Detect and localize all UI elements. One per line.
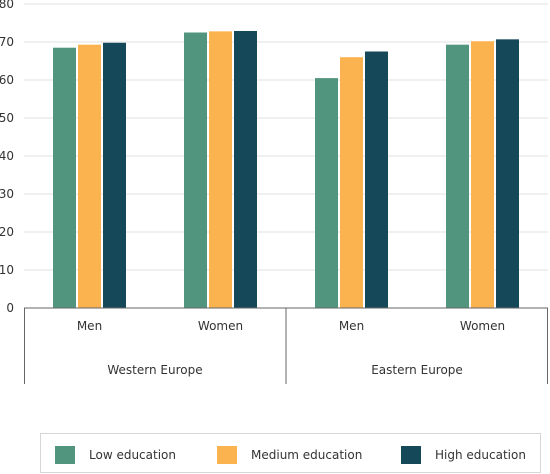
x-category-label: Men: [77, 319, 102, 333]
bar: [315, 78, 338, 308]
y-tick-label: 60: [0, 73, 14, 87]
y-tick-label: 50: [0, 111, 14, 125]
legend-item-high: High education: [401, 446, 526, 464]
legend-swatch-medium: [217, 446, 237, 464]
legend-item-medium: Medium education: [217, 446, 362, 464]
y-tick-label: 70: [0, 35, 14, 49]
bar: [340, 57, 363, 309]
y-tick-label: 30: [0, 187, 14, 201]
legend: Low education Medium education High educ…: [40, 433, 541, 473]
legend-swatch-high: [401, 446, 421, 464]
legend-label-high: High education: [435, 448, 526, 462]
y-tick-label: 80: [0, 0, 14, 11]
bar: [184, 32, 207, 308]
bars: [53, 30, 519, 309]
legend-swatch-low: [55, 446, 75, 464]
y-tick-label: 20: [0, 225, 14, 239]
bar: [496, 39, 519, 309]
grid-lines: [24, 3, 548, 271]
bar: [365, 51, 388, 308]
legend-item-low: Low education: [55, 446, 176, 464]
legend-label-medium: Medium education: [251, 448, 363, 462]
bar: [234, 30, 257, 308]
bar: [471, 41, 494, 309]
bar: [78, 44, 101, 308]
legend-label-low: Low education: [89, 448, 176, 462]
x-axis: Men Women Men Women Western Europe Eastern Eu…: [24, 307, 548, 384]
bar: [446, 44, 469, 308]
x-category-label: Men: [339, 319, 364, 333]
y-axis-ticks: 0 10 20 30 40 50 60 70 80: [0, 0, 14, 315]
x-category-label: Women: [460, 319, 505, 333]
group-label: Eastern Europe: [371, 363, 463, 377]
x-category-label: Women: [198, 319, 243, 333]
y-tick-label: 10: [0, 263, 14, 277]
group-label: Western Europe: [107, 363, 202, 377]
bar: [53, 47, 76, 308]
y-tick-label: 40: [0, 149, 14, 163]
y-tick-label: 0: [6, 301, 14, 315]
bar: [103, 42, 126, 308]
chart: 0 10 20 30 40 50 60 70 80 Men Women Men Women Wester…: [0, 0, 548, 384]
bar: [209, 31, 232, 309]
